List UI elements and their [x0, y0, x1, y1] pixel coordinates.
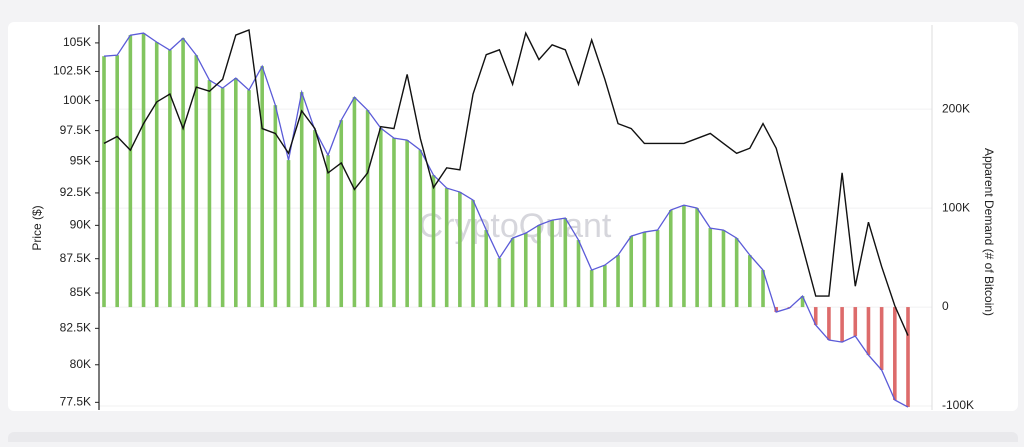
bar — [431, 175, 436, 308]
y-tick-label: 90K — [70, 218, 91, 232]
bar — [102, 56, 106, 308]
bar — [629, 236, 634, 308]
bar — [523, 233, 528, 308]
bar — [418, 150, 423, 308]
price-line — [103, 29, 909, 336]
bar — [326, 155, 330, 308]
bar — [668, 210, 673, 308]
bar — [247, 90, 251, 308]
bar — [576, 240, 581, 308]
y-axis-title: Price ($) — [30, 205, 44, 250]
bar — [207, 80, 212, 308]
y-tick-label: 102.5K — [53, 64, 91, 78]
y-tick-label: 100K — [63, 93, 91, 107]
bar — [893, 307, 897, 401]
bar — [497, 258, 502, 308]
bar — [682, 205, 686, 308]
bar — [879, 307, 884, 371]
y2-tick-label: 200K — [942, 101, 970, 115]
y-tick-label: 105K — [63, 35, 91, 49]
y-tick-label: 82.5K — [60, 321, 91, 335]
bar — [115, 55, 119, 308]
bar — [220, 88, 225, 308]
bar — [550, 220, 554, 308]
y-tick-label: 77.5K — [60, 395, 91, 409]
bar — [840, 307, 844, 343]
bar — [510, 238, 515, 308]
y-tick-label: 85K — [70, 285, 91, 299]
bar — [141, 33, 146, 308]
y-tick-label: 87.5K — [60, 251, 91, 265]
y-tick-label: 92.5K — [60, 185, 91, 199]
bar — [655, 230, 660, 308]
y-tick-label: 80K — [70, 357, 91, 371]
bar — [286, 160, 291, 308]
bar — [589, 270, 594, 308]
bar — [642, 232, 647, 308]
bar — [537, 225, 541, 308]
bar — [603, 265, 607, 308]
bar — [168, 50, 172, 308]
bar — [154, 42, 159, 308]
bar — [392, 138, 396, 308]
y2-tick-label: 0 — [942, 299, 949, 313]
bar — [260, 66, 264, 308]
bar — [128, 35, 133, 308]
bar — [761, 270, 765, 308]
bar — [774, 307, 778, 313]
watermark: CryptoQuant — [419, 207, 612, 245]
y2-tick-label: 100K — [942, 200, 970, 214]
y2-axis-title: Apparent Demand (# of Bitcoin) — [982, 148, 996, 316]
bar — [273, 105, 278, 308]
bar — [748, 255, 752, 308]
bar — [352, 97, 357, 308]
bar — [378, 128, 383, 308]
bar — [616, 255, 620, 308]
bar — [734, 238, 739, 308]
y-tick-label: 97.5K — [60, 123, 91, 137]
bar — [827, 307, 831, 341]
bar — [800, 296, 805, 308]
bar — [181, 38, 185, 308]
bar — [708, 228, 713, 308]
y-tick-label: 95K — [70, 154, 91, 168]
bar — [405, 140, 409, 308]
bar — [721, 230, 726, 308]
bar — [563, 218, 568, 308]
bar — [458, 192, 462, 308]
bar — [906, 307, 910, 408]
bar — [471, 200, 475, 308]
demand-line — [103, 32, 909, 408]
next-card — [8, 432, 1018, 447]
bar — [339, 120, 344, 308]
bar — [853, 307, 858, 337]
y2-tick-label: -100K — [942, 398, 974, 412]
bar — [234, 78, 238, 308]
bar — [299, 92, 304, 308]
bar — [194, 55, 199, 308]
bar — [866, 307, 871, 356]
bar — [813, 307, 818, 326]
bar — [444, 188, 449, 308]
bar — [695, 208, 699, 308]
bar — [484, 230, 489, 308]
bar — [365, 110, 370, 308]
bar — [313, 130, 317, 308]
